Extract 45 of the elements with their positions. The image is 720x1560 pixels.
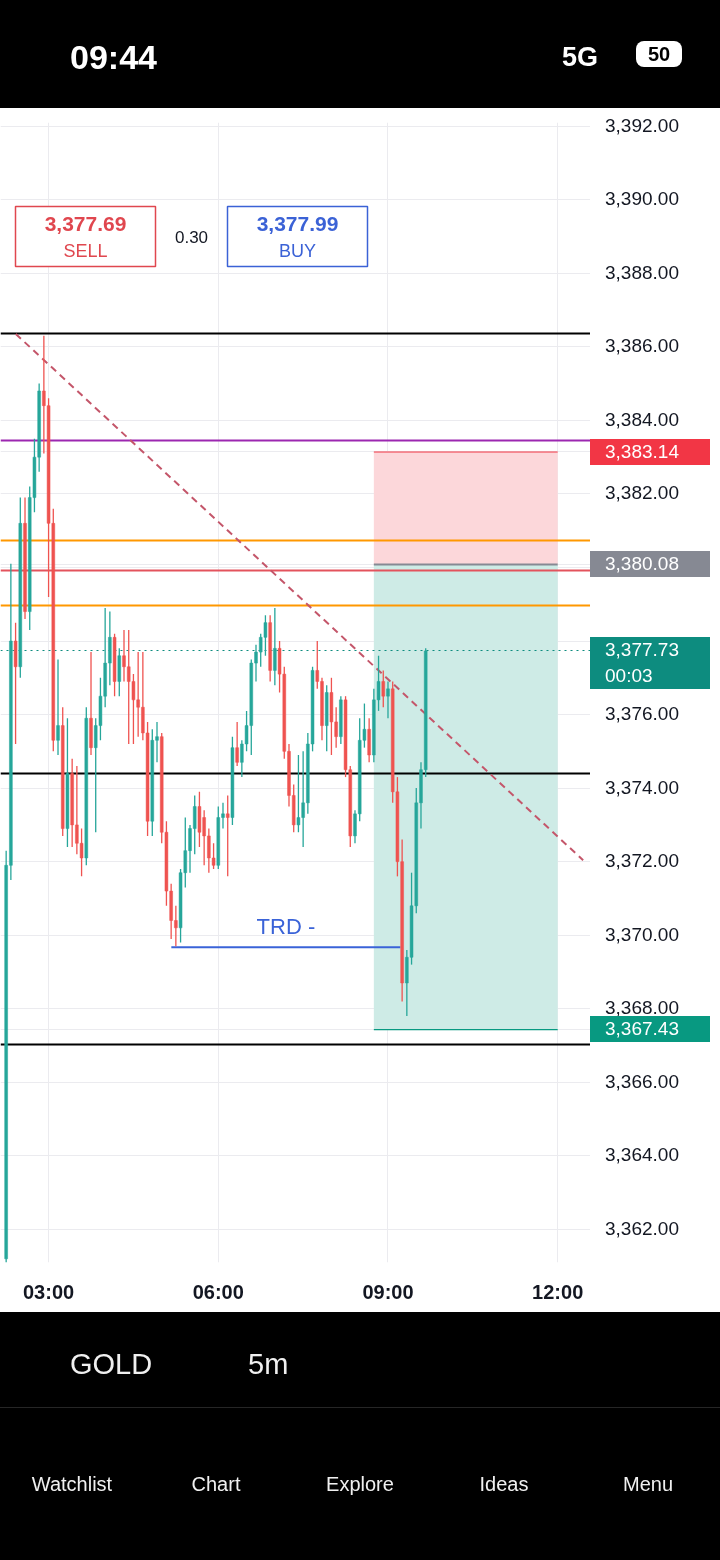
text: 5G [562,41,599,74]
y-tick-label: 3,362.00 [605,1217,679,1240]
candlestick [381,669,385,708]
y-tick-label: 3,384.00 [605,408,679,431]
text: GOLD [70,1347,153,1382]
candlestick [386,680,390,719]
y-tick-label: 3,374.00 [605,776,679,799]
x-tick-label: 06:00 [192,1280,244,1303]
text: Chart [190,1472,242,1497]
y-tick-label: 3,392.00 [605,114,679,137]
y-tick-label: 3,380.08 [590,551,710,577]
y-tick-label: 3,386.00 [605,335,679,358]
y-tick-label: 3,390.00 [605,188,679,211]
annotation: 0.30 [174,227,209,247]
text: 50 [636,41,682,67]
x-tick-label: 09:00 [362,1280,414,1303]
annotation: 3,377.69 [44,211,127,235]
text: 00:03 [590,663,710,690]
candlestick [235,721,239,767]
annotation: BUY [278,240,317,261]
x-tick-label: 03:00 [23,1280,75,1303]
y-tick-label: 3,388.00 [605,261,679,284]
y-tick-label: 3,382.00 [605,482,679,505]
y-tick-label: 3,372.00 [605,850,679,873]
candlestick [56,658,60,756]
y-tick-label: 3,367.43 [590,1016,710,1043]
ref-line-label: 3,377.73 [590,637,710,664]
annotation: SELL [63,240,108,261]
text: Watchlist [30,1472,114,1497]
candlestick [273,607,277,686]
y-tick-label: 3,364.00 [605,1144,679,1167]
text: Ideas [478,1472,530,1497]
x-tick-label: 12:00 [532,1280,584,1303]
text: Menu [622,1472,674,1497]
y-tick-label: 3,383.14 [590,438,710,465]
text: 5m [248,1347,289,1382]
candlestick [263,614,268,657]
candlestick [226,794,230,878]
annotation: 3,377.99 [256,211,339,235]
text: Explore [325,1472,395,1497]
text: 09:44 [70,37,157,78]
y-tick-label: 3,376.00 [605,703,679,726]
y-tick-label: 3,366.00 [605,1070,679,1093]
series-label: TRD - [256,914,316,940]
y-tick-label: 3,370.00 [605,923,679,946]
